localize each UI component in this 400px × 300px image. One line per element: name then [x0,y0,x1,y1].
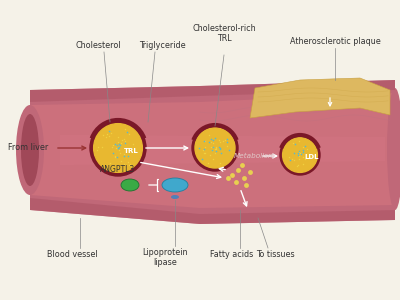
Polygon shape [60,135,385,165]
Text: LDL: LDL [304,154,318,160]
Text: TRL: TRL [124,148,138,154]
Ellipse shape [162,178,188,192]
Ellipse shape [387,88,400,210]
Circle shape [94,124,142,172]
Ellipse shape [16,105,44,195]
Circle shape [90,120,146,176]
Text: From liver: From liver [8,143,48,152]
Polygon shape [30,80,395,102]
Circle shape [192,125,238,171]
Text: Triglyceride: Triglyceride [139,41,185,50]
Text: Blood vessel: Blood vessel [47,250,97,259]
Polygon shape [250,78,390,118]
Circle shape [280,135,320,175]
Ellipse shape [121,179,139,191]
Polygon shape [30,198,395,224]
Text: Fatty acids: Fatty acids [210,250,254,259]
Text: To tissues: To tissues [256,250,294,259]
Text: Metabolism: Metabolism [234,153,276,159]
Text: ANGPTL3: ANGPTL3 [100,165,136,174]
Polygon shape [30,80,395,224]
Polygon shape [30,93,395,208]
Ellipse shape [21,114,39,186]
Ellipse shape [171,195,179,199]
Text: Cholesterol: Cholesterol [75,41,121,50]
Text: Cholesterol-rich
TRL: Cholesterol-rich TRL [192,24,256,43]
Text: Lipoprotein
lipase: Lipoprotein lipase [142,248,188,267]
Circle shape [195,128,235,168]
Text: Atherosclerotic plaque: Atherosclerotic plaque [290,37,380,46]
Circle shape [282,138,318,172]
